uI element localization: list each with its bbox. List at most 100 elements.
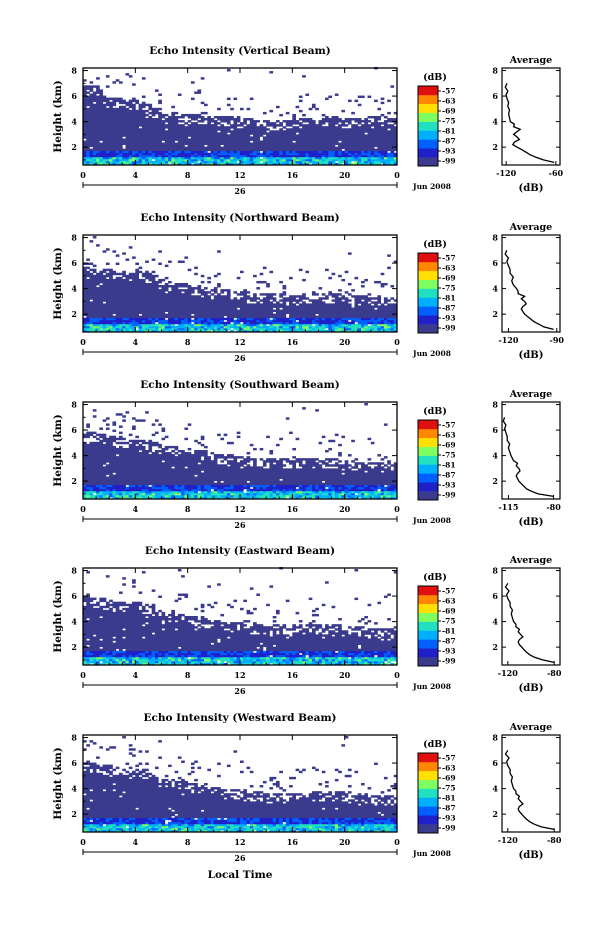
- heatmap-cell: [151, 305, 156, 308]
- heatmap-cell: [380, 113, 385, 117]
- heatmap-cell: [377, 128, 382, 131]
- heatmap-cell: [204, 317, 208, 321]
- heatmap-cell: [187, 291, 192, 294]
- heatmap-cell: [187, 285, 192, 288]
- heatmap-cell: [298, 162, 303, 166]
- heatmap-cell: [118, 305, 123, 308]
- heatmap-cell: [380, 101, 385, 105]
- heatmap-cell: [285, 120, 290, 123]
- heatmap-cell: [210, 307, 215, 310]
- heatmap-cell: [334, 307, 339, 310]
- heatmap-cell: [236, 323, 241, 327]
- heatmap-cell: [89, 162, 94, 166]
- heatmap-cell: [305, 313, 310, 317]
- heatmap-cell: [200, 160, 205, 164]
- heatmap-cell: [256, 311, 261, 315]
- heatmap-cell: [105, 486, 110, 490]
- heatmap-cell: [318, 303, 323, 306]
- heatmap-cell: [341, 156, 346, 160]
- heatmap-cell: [240, 134, 244, 137]
- heatmap-cell: [230, 134, 234, 137]
- heatmap-cell: [115, 124, 120, 127]
- heatmap-cell: [282, 144, 287, 148]
- heatmap-cell: [190, 291, 195, 294]
- heatmap-cell: [86, 454, 90, 457]
- heatmap-cell: [115, 154, 120, 158]
- heatmap-cell: [158, 315, 162, 319]
- heatmap-cell: [334, 327, 339, 331]
- heatmap-cell: [289, 128, 293, 131]
- heatmap-cell: [190, 319, 195, 323]
- heatmap-cell: [89, 87, 94, 90]
- heatmap-cell: [145, 293, 149, 296]
- heatmap-cell: [292, 329, 296, 333]
- heatmap-cell: [357, 144, 362, 148]
- heatmap-cell: [112, 476, 117, 479]
- heatmap-cell: [102, 484, 107, 488]
- heatmap-cell: [122, 126, 126, 129]
- heatmap-cell: [194, 305, 198, 308]
- heatmap-cell: [112, 136, 117, 139]
- heatmap-cell: [308, 321, 313, 325]
- heatmap-cell: [321, 150, 326, 154]
- heatmap-cell: [148, 289, 153, 292]
- heatmap-cell: [220, 160, 225, 164]
- heatmap-cell: [318, 156, 323, 160]
- heatmap-cell: [285, 317, 290, 321]
- heatmap-cell: [161, 307, 166, 310]
- heatmap-cell: [341, 303, 346, 306]
- heatmap-cell: [295, 158, 300, 162]
- heatmap-cell: [168, 128, 172, 131]
- heatmap-cell: [298, 136, 303, 139]
- heatmap-cell: [328, 311, 332, 315]
- heatmap-cell: [361, 319, 365, 323]
- heatmap-cell: [374, 120, 378, 123]
- heatmap-cell: [370, 152, 375, 156]
- heatmap-cell: [259, 323, 264, 327]
- heatmap-cell: [361, 309, 365, 312]
- heatmap-cell: [305, 309, 310, 312]
- heatmap-cell: [246, 126, 251, 129]
- heatmap-cell: [338, 313, 342, 317]
- heatmap-cell: [138, 154, 143, 158]
- heatmap-cell: [266, 154, 270, 158]
- heatmap-cell: [148, 319, 153, 323]
- heatmap-cell: [177, 301, 182, 304]
- colorbar-tick-label: -99: [442, 157, 456, 166]
- heatmap-cell: [361, 295, 365, 298]
- heatmap-cell: [89, 492, 94, 496]
- heatmap-cell: [132, 278, 136, 282]
- heatmap-cell: [96, 158, 100, 162]
- colorbar-tick-label: -57: [442, 254, 456, 263]
- heatmap-cell: [331, 317, 336, 321]
- heatmap-cell: [89, 122, 94, 125]
- heatmap-cell: [354, 305, 359, 308]
- heatmap-cell: [305, 140, 310, 143]
- heatmap-cell: [105, 311, 110, 315]
- heatmap-cell: [325, 138, 329, 141]
- heatmap-cell: [374, 321, 378, 325]
- heatmap-cell: [99, 307, 104, 310]
- heatmap-cell: [102, 476, 107, 479]
- heatmap-cell: [187, 307, 192, 310]
- heatmap-cell: [344, 142, 349, 145]
- heatmap-cell: [367, 309, 372, 312]
- heatmap-cell: [174, 299, 179, 302]
- heatmap-cell: [344, 319, 349, 323]
- heatmap-cell: [308, 120, 313, 123]
- heatmap-cell: [99, 142, 104, 145]
- heatmap-cell: [174, 305, 179, 308]
- heatmap-cell: [370, 315, 375, 319]
- heatmap-cell: [240, 107, 244, 111]
- heatmap-cell: [380, 282, 385, 286]
- colorbar-segment: [418, 288, 438, 298]
- heatmap-cell: [354, 301, 359, 304]
- heatmap-cell: [370, 122, 375, 125]
- heatmap-cell: [128, 124, 133, 127]
- heatmap-cell: [325, 307, 329, 310]
- heatmap-cell: [354, 142, 359, 145]
- heatmap-cell: [99, 278, 104, 282]
- heatmap-cell: [357, 156, 362, 160]
- heatmap-cell: [109, 118, 113, 121]
- heatmap-cell: [285, 140, 290, 143]
